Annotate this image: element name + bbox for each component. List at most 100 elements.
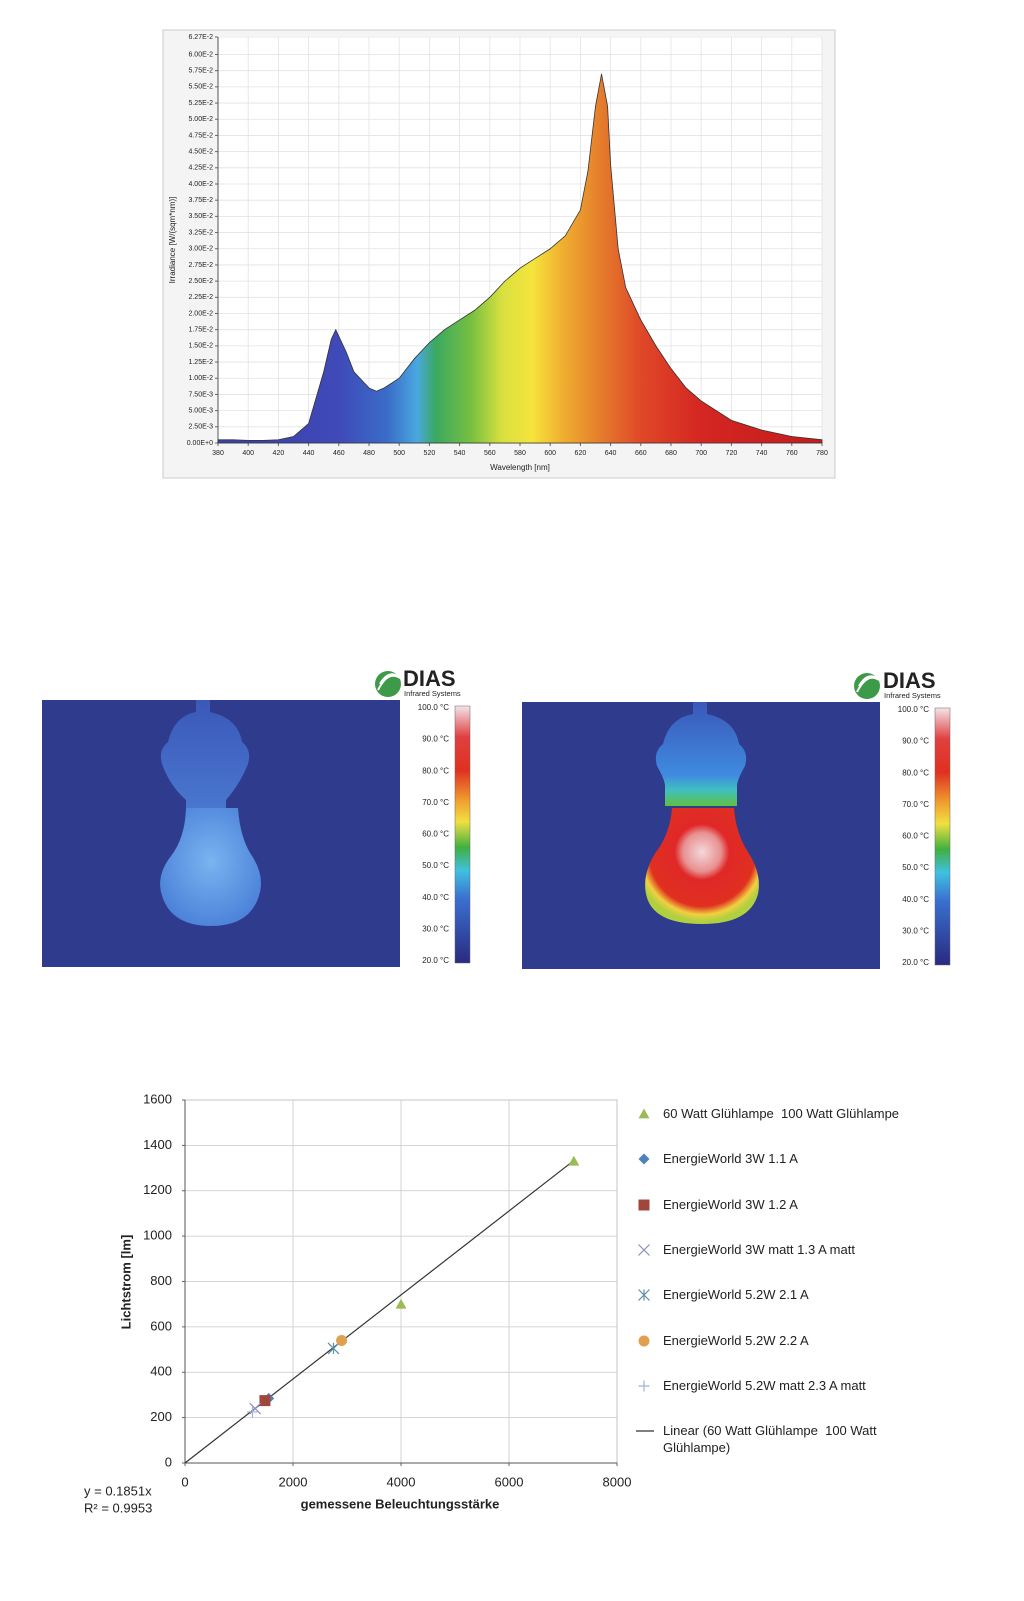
y-tick-label: 1.25E-2 (188, 359, 213, 366)
y-tick-label: 1.75E-2 (188, 327, 213, 334)
y-tick-label: 4.00E-2 (188, 181, 213, 188)
point (638, 1153, 650, 1165)
scale-label: 70.0 °C (902, 800, 929, 809)
scatter-chart: 0 200 400 600 800 1000 1200 1400 1600 0 2000 4000 60… (143, 1091, 631, 1489)
logo-icon-mark (377, 673, 401, 691)
scale-label: 80.0 °C (422, 766, 449, 775)
scale-label: 80.0 °C (902, 768, 929, 777)
x-tick-label: 540 (454, 450, 466, 457)
point (247, 1406, 258, 1418)
x-tick-label: 780 (816, 450, 828, 457)
legend-icon (638, 1108, 650, 1119)
y-tick-label: 3.75E-2 (188, 197, 213, 204)
y-tick-label: 0.00E+0 (187, 440, 213, 447)
y-tick-label: 0 (165, 1454, 172, 1469)
legend-icon (638, 1380, 650, 1392)
y-tick-label: 3.25E-2 (188, 229, 213, 236)
x-tick-label: 460 (333, 450, 345, 457)
y-tick-label: 4.50E-2 (188, 148, 213, 155)
x-tick-label: 600 (544, 450, 556, 457)
legend-label: EnergieWorld 5.2W 2.2 A (663, 1332, 809, 1348)
bulb-globe (160, 808, 261, 926)
x-axis-label: Wavelength [nm] (490, 463, 550, 472)
legend-icon (638, 1335, 650, 1346)
legend-icon (638, 1199, 650, 1211)
point (638, 1335, 650, 1346)
y-tick-label: 3.50E-2 (188, 213, 213, 220)
trend-line (184, 1160, 575, 1464)
x-tick-label: 0 (181, 1474, 188, 1489)
y-tick-label: 1000 (143, 1228, 172, 1243)
legend-label: EnergieWorld 3W matt 1.3 A matt (663, 1241, 855, 1257)
y-tick-label: 2.75E-2 (188, 262, 213, 269)
scale-label: 20.0 °C (902, 958, 929, 967)
y-tick-label: 2.00E-2 (188, 310, 213, 317)
x-tick-label: 440 (303, 450, 315, 457)
point (395, 1298, 407, 1309)
scale-label: 50.0 °C (902, 863, 929, 872)
x-tick-label: 660 (635, 450, 647, 457)
logo-icon (854, 673, 880, 699)
logo-title: DIAS (883, 668, 936, 693)
x-tick-label: 680 (665, 450, 677, 457)
x-tick-label: 620 (575, 450, 587, 457)
x-tick-label: 580 (514, 450, 526, 457)
y-tick-label: 1200 (143, 1182, 172, 1197)
equation: y = 0.1851x (84, 1483, 152, 1498)
point (638, 1243, 650, 1256)
x-tick-label: 420 (273, 450, 285, 457)
thermal-image-cold: DIAS Infrared Systems 100.0 °C 90.0 °C 80.… (42, 666, 471, 967)
legend-label: EnergieWorld 3W 1.1 A (663, 1151, 798, 1167)
bulb-globe (645, 808, 759, 924)
logo-subtitle: Infrared Systems (404, 689, 461, 698)
x-tick-label: 6000 (495, 1474, 524, 1489)
color-scale (454, 705, 471, 964)
y-tick-label: 1600 (143, 1091, 172, 1106)
scale-labels: 100.0 °C 90.0 °C 80.0 °C 70.0 °C 60.0 °C 50.0… (418, 703, 449, 965)
y-tick-label: 1.50E-2 (188, 343, 213, 350)
scale-label: 60.0 °C (902, 832, 929, 841)
y-tick-label: 1400 (143, 1137, 172, 1152)
color-scale (934, 707, 951, 966)
x-tick-label: 720 (726, 450, 738, 457)
legend-label: Linear (60 Watt Glühlampe 100 Watt Glühl… (663, 1423, 881, 1456)
y-tick-label: 5.25E-2 (188, 100, 213, 107)
x-tick-label: 380 (212, 450, 224, 457)
point (638, 1199, 650, 1211)
y-tick-label: 4.25E-2 (188, 165, 213, 172)
scale-label: 50.0 °C (422, 861, 449, 870)
scale-label: 20.0 °C (422, 956, 449, 965)
scale-label: 90.0 °C (902, 737, 929, 746)
bulb-cap (655, 702, 747, 806)
x-tick-label: 4000 (387, 1474, 416, 1489)
x-tick-label: 500 (393, 450, 405, 457)
scale-label: 40.0 °C (422, 893, 449, 902)
y-tick-label: 3.00E-2 (188, 246, 213, 253)
legend-label: EnergieWorld 5.2W 2.1 A (663, 1287, 809, 1303)
thermal-image-hot: DIAS Infrared Systems 100.0 °C 90.0 °C 80.… (522, 668, 951, 969)
x-tick-label: 480 (363, 450, 375, 457)
x-tick-label: 740 (756, 450, 768, 457)
legend-icon (636, 1430, 654, 1432)
scale-label: 30.0 °C (902, 926, 929, 935)
point (259, 1395, 271, 1407)
scale-label: 100.0 °C (898, 705, 929, 714)
y-tick-label: 1.00E-2 (188, 375, 213, 382)
x-tick-label: 400 (242, 450, 254, 457)
scale-labels: 100.0 °C 90.0 °C 80.0 °C 70.0 °C 60.0 °C 50.0… (898, 705, 929, 967)
y-tick-label: 200 (150, 1409, 172, 1424)
r-squared: R² = 0.9953 (84, 1500, 152, 1515)
y-axis-label: Lichtstrom [lm] (118, 1235, 133, 1330)
logo-icon-mark (856, 675, 880, 693)
point (638, 1108, 650, 1119)
y-tick-label: 2.50E-3 (188, 424, 213, 431)
y-tick-label: 800 (150, 1273, 172, 1288)
scale-label: 90.0 °C (422, 735, 449, 744)
legend-label: EnergieWorld 5.2W matt 2.3 A matt (663, 1377, 866, 1393)
scale-label: 100.0 °C (418, 703, 449, 712)
x-tick-label: 760 (786, 450, 798, 457)
legend-label: 60 Watt Glühlampe 100 Watt Glühlampe (663, 1106, 900, 1121)
y-tick-label: 5.00E-3 (188, 407, 213, 414)
logo-icon (375, 671, 401, 697)
